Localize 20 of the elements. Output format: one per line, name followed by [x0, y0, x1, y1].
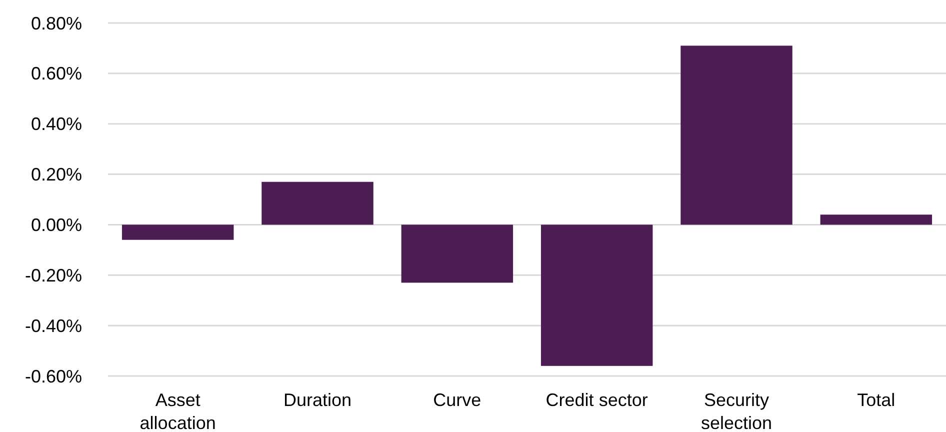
x-tick-label: Duration [283, 390, 352, 410]
y-tick-label: -0.60% [24, 366, 82, 386]
x-tick-label: Asset allocation [140, 390, 216, 432]
x-tick-label: Curve [433, 390, 482, 410]
y-tick-label: 0.60% [30, 64, 82, 84]
y-tick-label: -0.40% [24, 316, 82, 336]
y-tick-label: 0.40% [30, 114, 82, 134]
bar [680, 46, 792, 225]
y-tick-label: 0.80% [30, 13, 82, 34]
y-tick-label: 0.20% [30, 164, 82, 185]
y-tick-label: 0.00% [30, 215, 82, 236]
x-tick-label: Total [857, 390, 896, 410]
x-tick-label: Security selection [700, 390, 772, 432]
bar [401, 224, 514, 283]
bar [540, 224, 653, 366]
bar [820, 214, 932, 225]
bar [262, 182, 374, 225]
y-tick-label: -0.20% [24, 265, 82, 286]
x-tick-label: Credit sector [546, 390, 648, 410]
bar [122, 224, 234, 240]
